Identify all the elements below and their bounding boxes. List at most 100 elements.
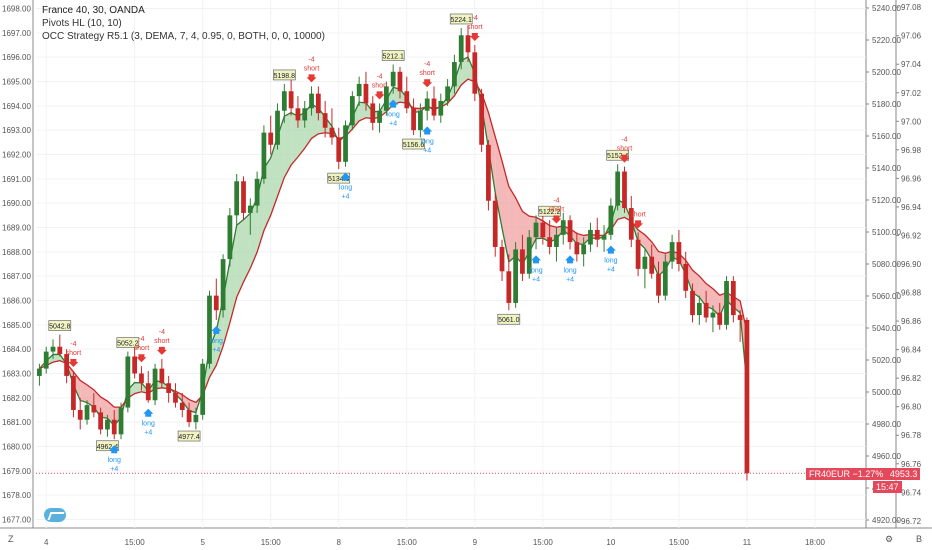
candle-body [343, 125, 348, 162]
channel-band [576, 233, 584, 245]
x-tick-label: 11 [743, 538, 752, 547]
short-arrow-icon [633, 220, 644, 229]
y-right1-tick-label: 5080.00 [872, 260, 901, 269]
candle-body [145, 383, 151, 401]
y-right1-tick-label: 5100.00 [872, 228, 901, 237]
pivot-label: 5152.4 [607, 153, 629, 160]
channel-band [393, 87, 400, 105]
y-left-tick-label: 1694.00 [2, 102, 31, 111]
channel-band [297, 112, 305, 157]
candle-body [567, 220, 573, 243]
short-arrow-icon [469, 33, 480, 42]
candle-body [213, 295, 219, 311]
short-signal-qty: -4 [308, 56, 314, 63]
candle-body [594, 229, 600, 240]
candle-body [472, 52, 478, 94]
candle-body [662, 261, 668, 296]
x-tick-label: 9 [473, 538, 478, 547]
y-right2-tick-label: 96.96 [901, 174, 922, 183]
pivot-label-box [177, 430, 201, 442]
y-left-tick-label: 1691.00 [2, 175, 31, 184]
short-arrow-icon [551, 215, 562, 224]
y-left-tick-label: 1683.00 [2, 369, 31, 378]
short-arrow-icon [374, 91, 385, 100]
candle-body [220, 259, 226, 311]
y-right2-tick-label: 97.08 [901, 3, 922, 12]
candle-body [37, 368, 42, 376]
settings-gear-icon[interactable]: ⚙ [885, 534, 894, 544]
legend-symbol[interactable]: France 40, 30, OANDA [42, 5, 145, 16]
y-right2-tick-label: 96.88 [901, 289, 922, 298]
pivot-label-box [96, 440, 119, 452]
short-signal-qty: -4 [376, 73, 382, 80]
scale-b-button[interactable]: B [916, 534, 923, 544]
candle-body [261, 132, 267, 179]
candle-body [390, 71, 396, 87]
short-arrow-icon [619, 154, 630, 163]
x-tick-label: 15:00 [261, 538, 282, 547]
tradingview-logo-icon[interactable] [44, 508, 66, 522]
candle-body [642, 256, 648, 269]
candle-body [554, 234, 559, 247]
y-left-tick-label: 1693.00 [2, 126, 31, 135]
channel-band [80, 380, 88, 403]
candle-body [615, 171, 621, 206]
candle-body [111, 419, 117, 435]
zoom-button[interactable]: Z [8, 534, 14, 544]
y-left-tick-label: 1678.00 [2, 491, 31, 500]
y-left-tick-label: 1680.00 [2, 442, 31, 451]
y-left-tick-label: 1688.00 [2, 248, 31, 257]
short-arrow-icon [422, 79, 433, 88]
y-right1-tick-label: 5020.00 [872, 356, 901, 365]
pivot-label-box [48, 320, 72, 331]
short-signal-label: short [549, 207, 565, 214]
pivot-label-box [449, 13, 473, 25]
channel-band [461, 56, 469, 85]
candle-body [533, 222, 539, 238]
x-tick-label: 10 [606, 538, 615, 547]
y-right1-tick-label: 5140.00 [872, 164, 901, 173]
candle-body [622, 171, 627, 209]
candle-body [329, 127, 335, 138]
candle-body [302, 108, 308, 121]
y-right2-tick-label: 96.92 [901, 231, 922, 240]
x-tick-label: 15:00 [125, 538, 146, 547]
long-arrow-icon [605, 245, 616, 254]
candle-body [499, 246, 505, 272]
long-signal-qty: +4 [389, 121, 397, 128]
pivot-label: 4977.4 [178, 434, 200, 441]
candle-body [452, 62, 457, 87]
pivot-label: 5156.6 [403, 142, 425, 149]
short-arrow-icon [156, 346, 167, 355]
candle-body [98, 412, 104, 430]
channel-band [712, 288, 720, 317]
candle-body [118, 407, 124, 435]
channel-band [638, 229, 645, 249]
x-tick-label: 15:00 [397, 538, 418, 547]
long-signal-label: long [210, 338, 223, 345]
candle-body [506, 271, 512, 303]
long-signal-label: long [108, 457, 121, 464]
y-left-tick-label: 1679.00 [2, 467, 31, 476]
candle-body [465, 35, 471, 53]
candle-body [724, 281, 729, 325]
candle-body [179, 402, 185, 410]
y-right2-tick-label: 97.00 [901, 117, 922, 126]
candle-body [315, 93, 321, 114]
y-right1-tick-label: 4920.00 [872, 516, 901, 525]
x-tick-label: 4 [44, 538, 49, 547]
short-signal-label: short [630, 211, 646, 218]
legend-indicator-occ[interactable]: OCC Strategy R5.1 (3, DEMA, 7, 4, 0.95, … [42, 31, 325, 42]
long-signal-label: long [529, 267, 542, 274]
candle-body [744, 319, 750, 474]
pivot-label: 5224.1 [450, 17, 472, 24]
legend-indicator-pivots[interactable]: Pivots HL (10, 10) [42, 18, 122, 29]
pivot-label: 5052.2 [117, 341, 139, 348]
candle-body [690, 290, 695, 316]
pivot-label-box [273, 69, 296, 81]
y-left-tick-label: 1689.00 [2, 224, 31, 233]
candle-body [547, 237, 553, 247]
candle-body [200, 363, 206, 415]
channel-band [502, 160, 509, 262]
short-signal-qty: -4 [424, 61, 430, 68]
